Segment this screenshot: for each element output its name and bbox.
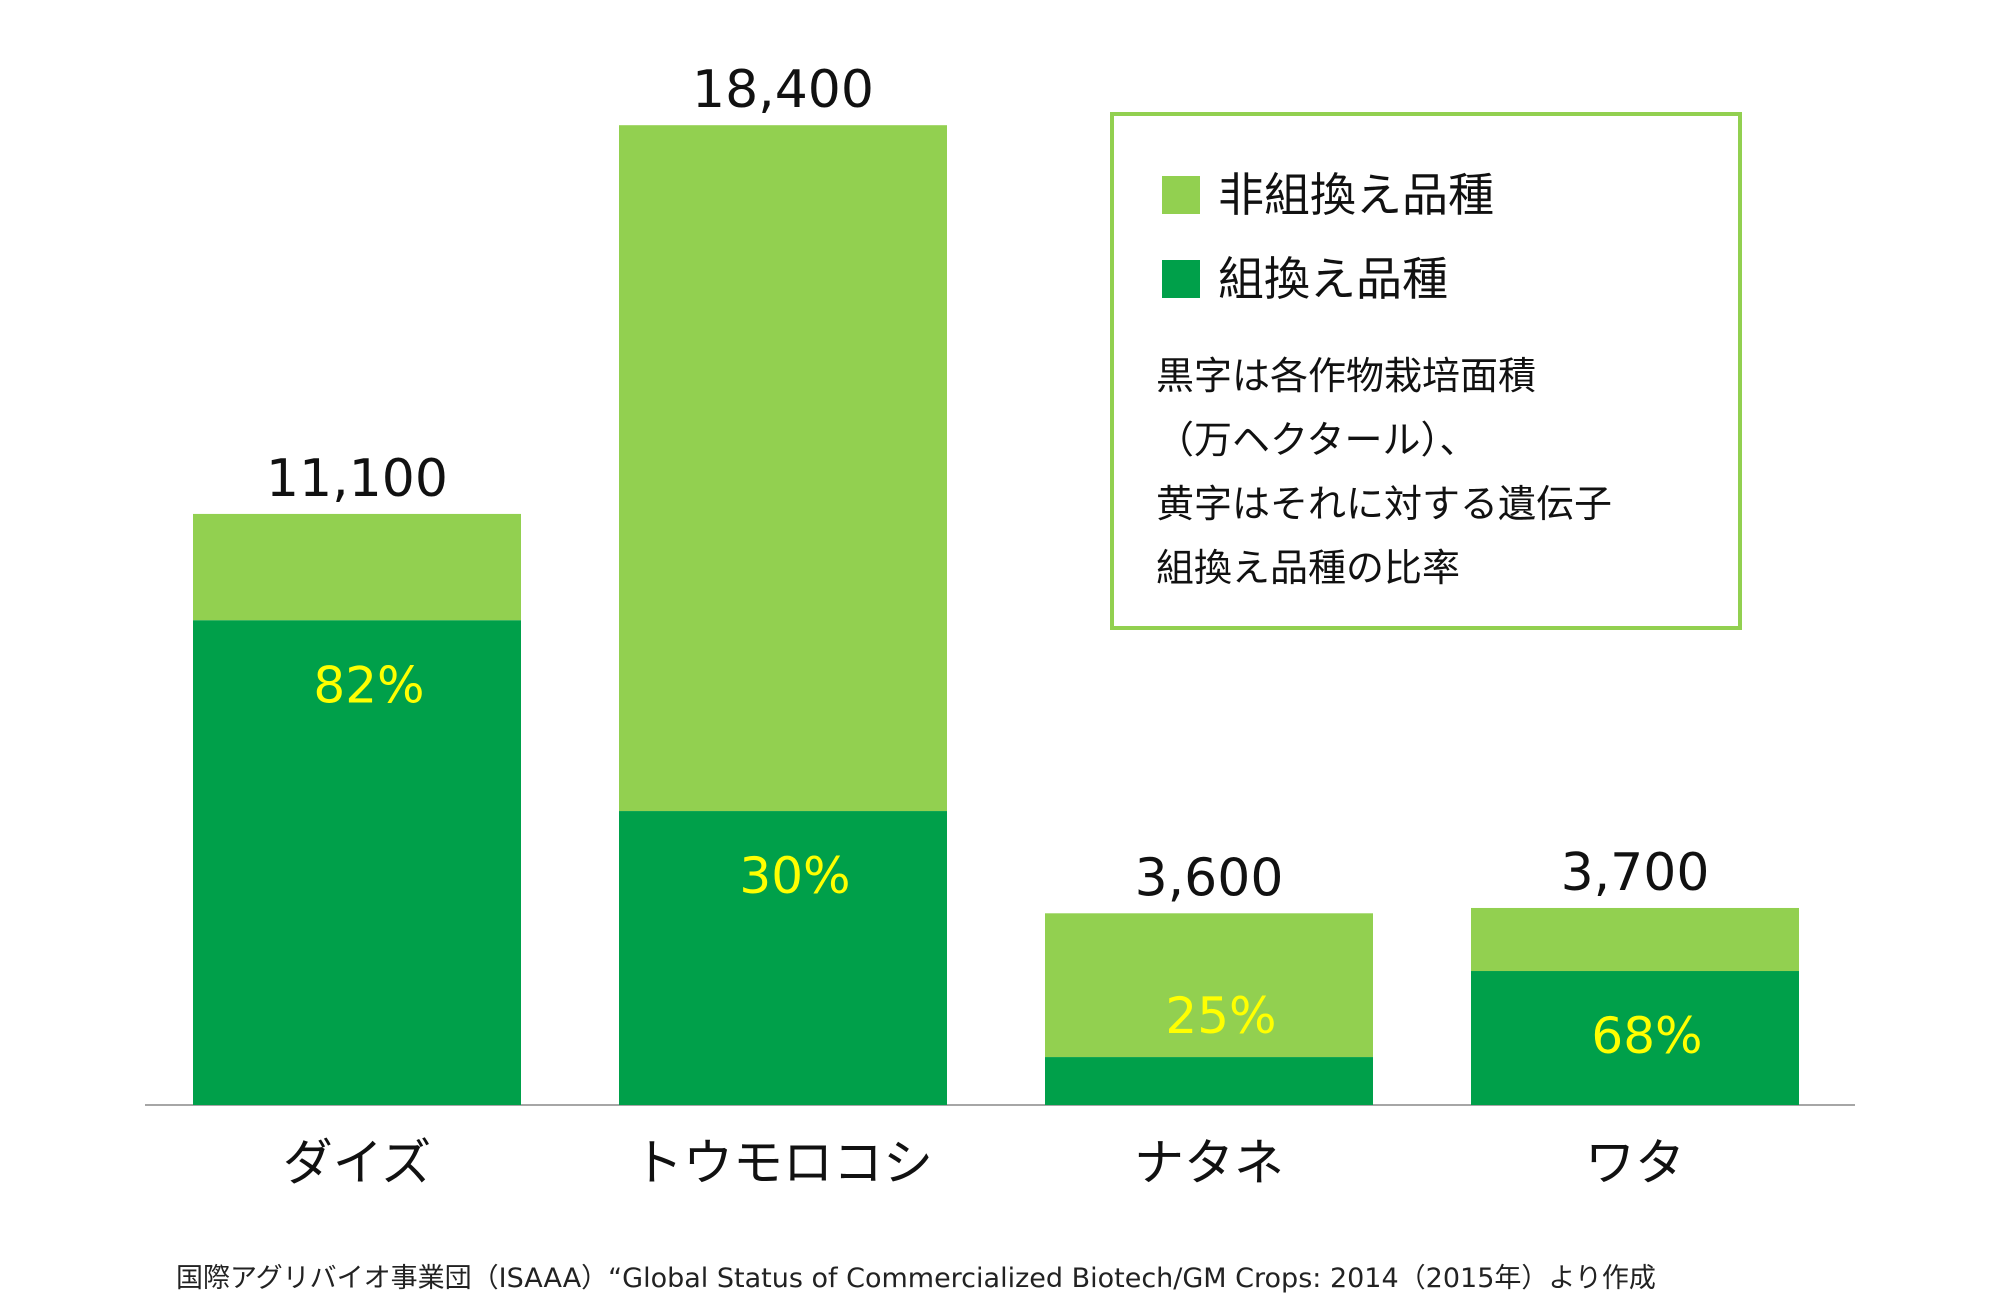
bar-total-label: 3,700: [1561, 843, 1710, 903]
legend-label-gm: 組換え品種: [1218, 252, 1448, 306]
legend-note-line: 黄字はそれに対する遺伝子: [1156, 482, 1613, 526]
legend-note-line: 黒字は各作物栽培面積: [1156, 354, 1537, 398]
legend-note-line: 組換え品種の比率: [1156, 546, 1461, 590]
category-label: トウモロコシ: [633, 1134, 933, 1192]
bar-percent-label: 25%: [1165, 987, 1276, 1045]
source-note: 国際アグリバイオ事業団（ISAAA）“Global Status of Comm…: [176, 1263, 1656, 1294]
legend-label-non-gm: 非組換え品種: [1218, 168, 1494, 222]
bar-total-label: 18,400: [692, 60, 874, 120]
bar-segment-non-gm: [1045, 913, 1373, 1058]
bar-segment-gm: [619, 811, 947, 1105]
bar-segment-non-gm: [193, 513, 521, 621]
bar-segment-gm: [193, 620, 521, 1105]
legend-note: 黒字は各作物栽培面積 （万ヘクタール）、 黄字はそれに対する遺伝子 組換え品種の…: [1156, 344, 1612, 600]
bar-segment-gm: [1471, 971, 1799, 1105]
legend-item-gm: 組換え品種: [1162, 256, 1448, 302]
bar-total-label: 11,100: [266, 449, 448, 509]
category-label: ダイズ: [283, 1134, 432, 1192]
legend-note-line: （万ヘクタール）、: [1156, 418, 1478, 462]
bar-percent-label: 82%: [313, 656, 424, 714]
legend-item-non-gm: 非組換え品種: [1162, 172, 1494, 218]
bar-percent-label: 30%: [739, 847, 850, 905]
bar-segment-non-gm: [1471, 907, 1799, 972]
bar-segment-gm: [1045, 1057, 1373, 1105]
legend-swatch-non-gm: [1162, 176, 1200, 214]
bar-total-label: 3,600: [1135, 848, 1284, 908]
category-label: ワタ: [1585, 1134, 1685, 1192]
legend-swatch-gm: [1162, 260, 1200, 298]
bar-percent-label: 68%: [1591, 1007, 1702, 1065]
legend-box: 非組換え品種 組換え品種 黒字は各作物栽培面積 （万ヘクタール）、 黄字はそれに…: [1110, 112, 1742, 630]
category-label: ナタネ: [1134, 1134, 1284, 1192]
bar-segment-non-gm: [619, 125, 947, 812]
